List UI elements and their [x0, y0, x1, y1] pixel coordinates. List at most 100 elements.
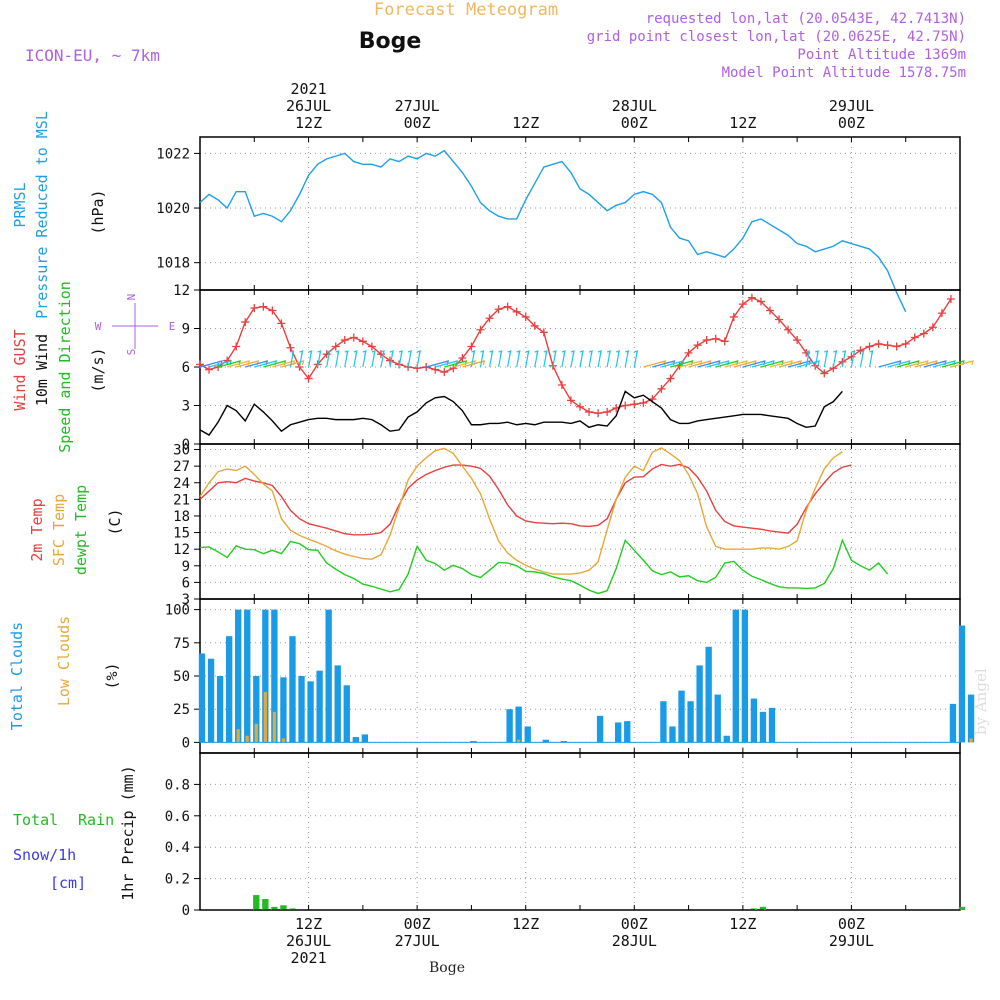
y-tick-label: 75 — [173, 636, 190, 652]
bar-total-rain — [280, 905, 287, 910]
wind-arrow — [932, 360, 956, 368]
bar-total-clouds — [207, 658, 215, 743]
y-tick-label: 0 — [182, 437, 190, 453]
bar-total-clouds — [280, 677, 287, 743]
bar-total-rain — [759, 906, 767, 910]
bar-total-clouds — [470, 741, 477, 743]
top-time-label: 26JUL — [286, 97, 331, 115]
gust-marker — [485, 314, 494, 323]
temp2m-label: 2m Temp — [28, 498, 46, 561]
gust-marker — [630, 400, 639, 409]
bar-total-clouds — [198, 653, 206, 743]
wind-arrow-head — [969, 360, 974, 366]
bar-low-clouds — [517, 739, 521, 743]
gust-marker — [449, 364, 458, 373]
wind-arrow-head — [516, 350, 521, 356]
wind-arrow-head — [625, 350, 630, 356]
wind-arrow — [426, 360, 449, 368]
gust-marker — [576, 402, 584, 411]
wind-arrow-head — [353, 350, 358, 356]
wind-arrow-head — [300, 360, 305, 366]
wind-unit: (m/s) — [89, 347, 107, 392]
wind-arrow — [453, 360, 476, 368]
compass-n: N — [125, 294, 138, 301]
wind-arrow — [435, 360, 458, 368]
gust-marker — [928, 323, 937, 332]
y-tick-label: 3 — [182, 592, 190, 608]
bottom-time-label: 00Z — [621, 915, 648, 933]
y-tick-label: 9 — [182, 322, 190, 338]
wind-arrow — [905, 360, 928, 368]
gust-marker — [621, 401, 630, 410]
wind-arrow-head — [344, 350, 349, 356]
bar-total-clouds — [560, 741, 568, 743]
watermark: by Angel — [972, 668, 990, 735]
gust-marker — [946, 294, 955, 303]
gust-marker — [196, 360, 204, 369]
wind-arrow — [236, 360, 259, 368]
bar-total-clouds — [741, 609, 749, 743]
wind-arrow — [724, 360, 747, 368]
gust-marker — [268, 306, 277, 315]
wind-arrow — [670, 360, 693, 368]
panel-frame — [199, 443, 961, 600]
series-line-10m-wind — [199, 390, 843, 436]
wind-arrow-head — [833, 350, 838, 356]
bar-total-clouds — [262, 609, 269, 743]
gust-marker — [250, 303, 259, 312]
bar-total-clouds — [660, 701, 667, 743]
wind-label: 10m Wind — [33, 334, 51, 406]
bar-total-clouds — [732, 609, 739, 743]
top-time-label: 00Z — [621, 114, 648, 132]
wind-arrow-head — [815, 360, 820, 366]
gust-marker — [367, 342, 376, 351]
gust-marker — [793, 336, 802, 345]
bottom-time-label: 29JUL — [829, 932, 874, 950]
gust-marker — [594, 409, 603, 418]
bar-total-rain — [289, 908, 296, 910]
wind-arrow-head — [290, 350, 295, 356]
bottom-time-label: 00Z — [838, 915, 865, 933]
gust-marker — [937, 309, 946, 318]
bar-low-clouds — [245, 735, 249, 743]
wind-arrow — [208, 360, 232, 368]
wind-arrow-head — [543, 350, 548, 356]
bar-total-clouds — [298, 676, 305, 743]
wind-arrow-head — [570, 350, 575, 356]
bar-total-clouds — [352, 737, 359, 743]
gust-marker — [720, 337, 729, 346]
wind-arrow-head — [371, 350, 376, 356]
wind-arrow-head — [308, 350, 313, 356]
bar-total-clouds — [524, 726, 531, 743]
top-time-label: 12Z — [512, 114, 539, 132]
bar-total-clouds — [253, 676, 260, 743]
wind-arrow — [199, 360, 223, 368]
series-line-2m-temp — [199, 463, 852, 536]
wind-arrow-head — [806, 350, 811, 356]
compass-s: S — [125, 349, 138, 356]
wind-arrow — [462, 360, 485, 368]
station-title: Boge — [359, 29, 422, 54]
top-time-label: 12Z — [729, 114, 756, 132]
gust-marker — [223, 356, 232, 365]
bottom-time-label: 28JUL — [612, 932, 657, 950]
wind-arrow-head — [317, 350, 322, 356]
bar-total-clouds — [615, 722, 622, 743]
gust-marker — [702, 336, 711, 345]
wind-arrow — [679, 360, 702, 368]
bottom-time-label: 12Z — [295, 915, 322, 933]
wind-arrow-head — [824, 350, 829, 356]
wind-arrow-head — [815, 350, 820, 356]
wind-arrow — [787, 360, 811, 368]
top-time-label: 12Z — [295, 114, 322, 132]
y-tick-label: 12 — [173, 542, 190, 558]
bar-total-clouds — [687, 701, 694, 743]
wind-arrow — [923, 360, 946, 368]
bar-total-clouds — [289, 636, 296, 743]
gust-marker — [349, 333, 358, 342]
grid-point-coords: grid point closest lon,lat (20.0625E, 42… — [587, 29, 966, 45]
gust-marker — [639, 398, 648, 407]
y-tick-label: 0 — [182, 735, 190, 751]
wind-arrow-head — [579, 350, 584, 356]
